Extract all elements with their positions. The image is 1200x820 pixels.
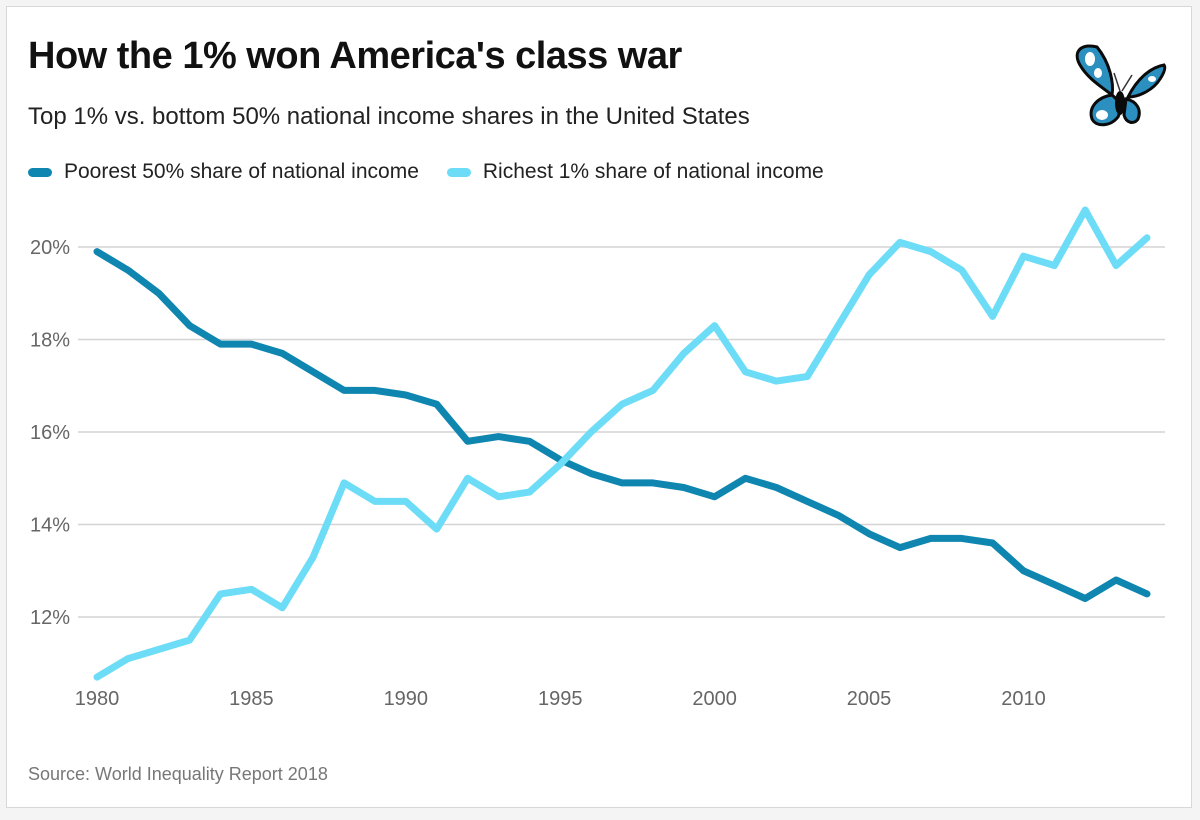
legend-swatch-richest-1 [446, 167, 471, 177]
chart-card: How the 1% won America's class war Top 1… [6, 6, 1192, 808]
chart-subtitle: Top 1% vs. bottom 50% national income sh… [28, 103, 750, 130]
legend-label-poorest-50: Poorest 50% share of national income [64, 160, 419, 183]
x-tick-label: 1980 [75, 688, 120, 710]
y-axis-labels: 12% 14% 16% 18% 20% [30, 237, 70, 629]
series-line-poorest-50 [93, 248, 1151, 602]
legend-label-richest-1: Richest 1% share of national income [482, 160, 824, 183]
x-tick-label: 2005 [847, 688, 892, 710]
source-note: Source: World Inequality Report 2018 [28, 764, 328, 784]
butterfly-icon [1062, 35, 1177, 135]
series-layer [93, 206, 1151, 681]
legend-swatch-poorest-50 [28, 167, 52, 177]
series-line-richest-1 [93, 206, 1151, 681]
legend-item-richest-1: Richest 1% share of national income [446, 160, 824, 184]
x-tick-label: 2000 [692, 688, 737, 710]
x-tick-label: 1995 [538, 688, 583, 710]
x-tick-label: 2010 [1001, 688, 1046, 710]
x-axis-labels: 1980 1985 1990 1995 2000 2005 2010 [75, 688, 1046, 710]
x-tick-label: 1985 [229, 688, 274, 710]
grid-layer [78, 246, 1165, 618]
y-tick-label: 12% [30, 607, 70, 629]
y-tick-label: 18% [30, 330, 70, 352]
y-tick-label: 14% [30, 515, 70, 537]
y-tick-label: 20% [30, 237, 70, 259]
chart-title: How the 1% won America's class war [28, 35, 682, 77]
chart-legend: Poorest 50% share of national income Ric… [28, 160, 852, 184]
y-tick-label: 16% [30, 422, 70, 444]
x-tick-label: 1990 [384, 688, 429, 710]
legend-item-poorest-50: Poorest 50% share of national income [28, 160, 419, 184]
